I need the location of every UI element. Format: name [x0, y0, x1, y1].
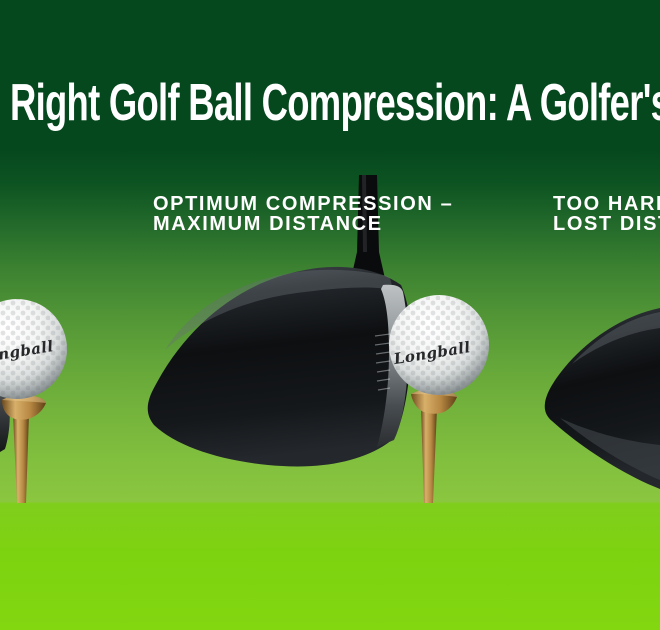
headline: Right Golf Ball Compression: A Golfer's … — [10, 74, 660, 132]
tee-left — [2, 395, 46, 503]
label-too-hard-line2: LOST DISTANCE — [553, 213, 660, 235]
driver-right-partial — [544, 308, 660, 489]
label-optimum-line2: MAXIMUM DISTANCE — [153, 213, 383, 235]
tee-center — [411, 389, 457, 503]
club-face-grooves — [374, 333, 391, 391]
label-optimum-compression: OPTIMUM COMPRESSION – MAXIMUM DISTANCE — [153, 194, 453, 234]
label-optimum-line1: OPTIMUM COMPRESSION – — [153, 193, 454, 215]
label-too-hard: TOO HARD – LOST DISTANCE — [553, 194, 660, 234]
club-shaft-center — [348, 175, 388, 292]
golf-ball-center: Longball — [389, 295, 489, 395]
label-too-hard-line1: TOO HARD – — [553, 193, 660, 215]
golf-ball-left: Longball — [0, 299, 67, 399]
driver-center — [147, 266, 412, 467]
